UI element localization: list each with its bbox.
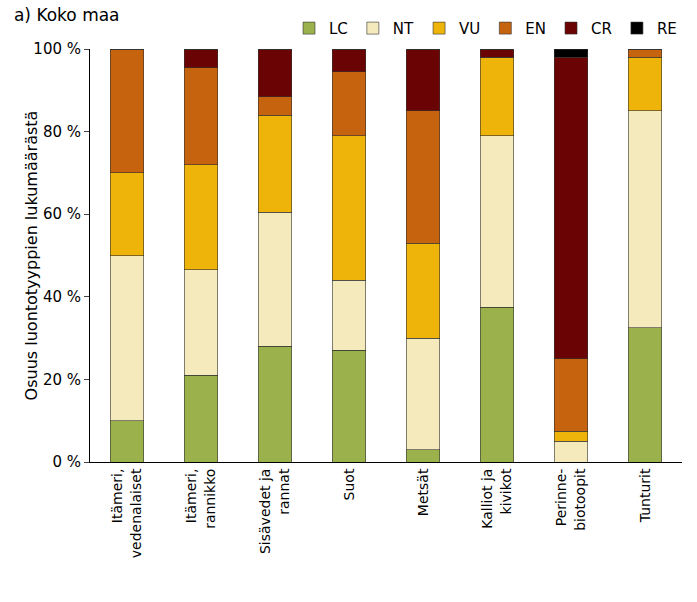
svg-text:20 %: 20 %: [43, 371, 81, 389]
svg-text:Sisävedet jarannat: Sisävedet jarannat: [257, 468, 291, 554]
svg-text:Metsät: Metsät: [415, 468, 431, 516]
svg-text:Itämeri,rannikko: Itämeri,rannikko: [183, 469, 217, 529]
svg-text:VU: VU: [459, 20, 480, 38]
svg-text:Tunturit: Tunturit: [637, 468, 653, 523]
svg-text:Perinne-biotoopit: Perinne-biotoopit: [553, 468, 587, 531]
svg-text:Itämeri,vedenalaiset: Itämeri,vedenalaiset: [109, 468, 143, 558]
svg-text:40 %: 40 %: [43, 288, 81, 306]
svg-text:CR: CR: [591, 20, 612, 38]
svg-text:100 %: 100 %: [33, 40, 81, 58]
svg-text:Suot: Suot: [341, 468, 357, 500]
svg-text:RE: RE: [657, 20, 677, 38]
svg-text:0 %: 0 %: [52, 453, 81, 471]
svg-text:NT: NT: [393, 20, 414, 38]
svg-text:LC: LC: [329, 20, 348, 38]
svg-text:EN: EN: [525, 20, 546, 38]
svg-text:60 %: 60 %: [43, 205, 81, 223]
svg-text:Kalliot jakivikot: Kalliot jakivikot: [479, 468, 513, 529]
svg-text:a) Koko maa: a) Koko maa: [14, 5, 120, 25]
svg-text:80 %: 80 %: [43, 123, 81, 141]
svg-text:Osuus luontotyyppien lukumäärä: Osuus luontotyyppien lukumäärästä: [22, 111, 41, 401]
